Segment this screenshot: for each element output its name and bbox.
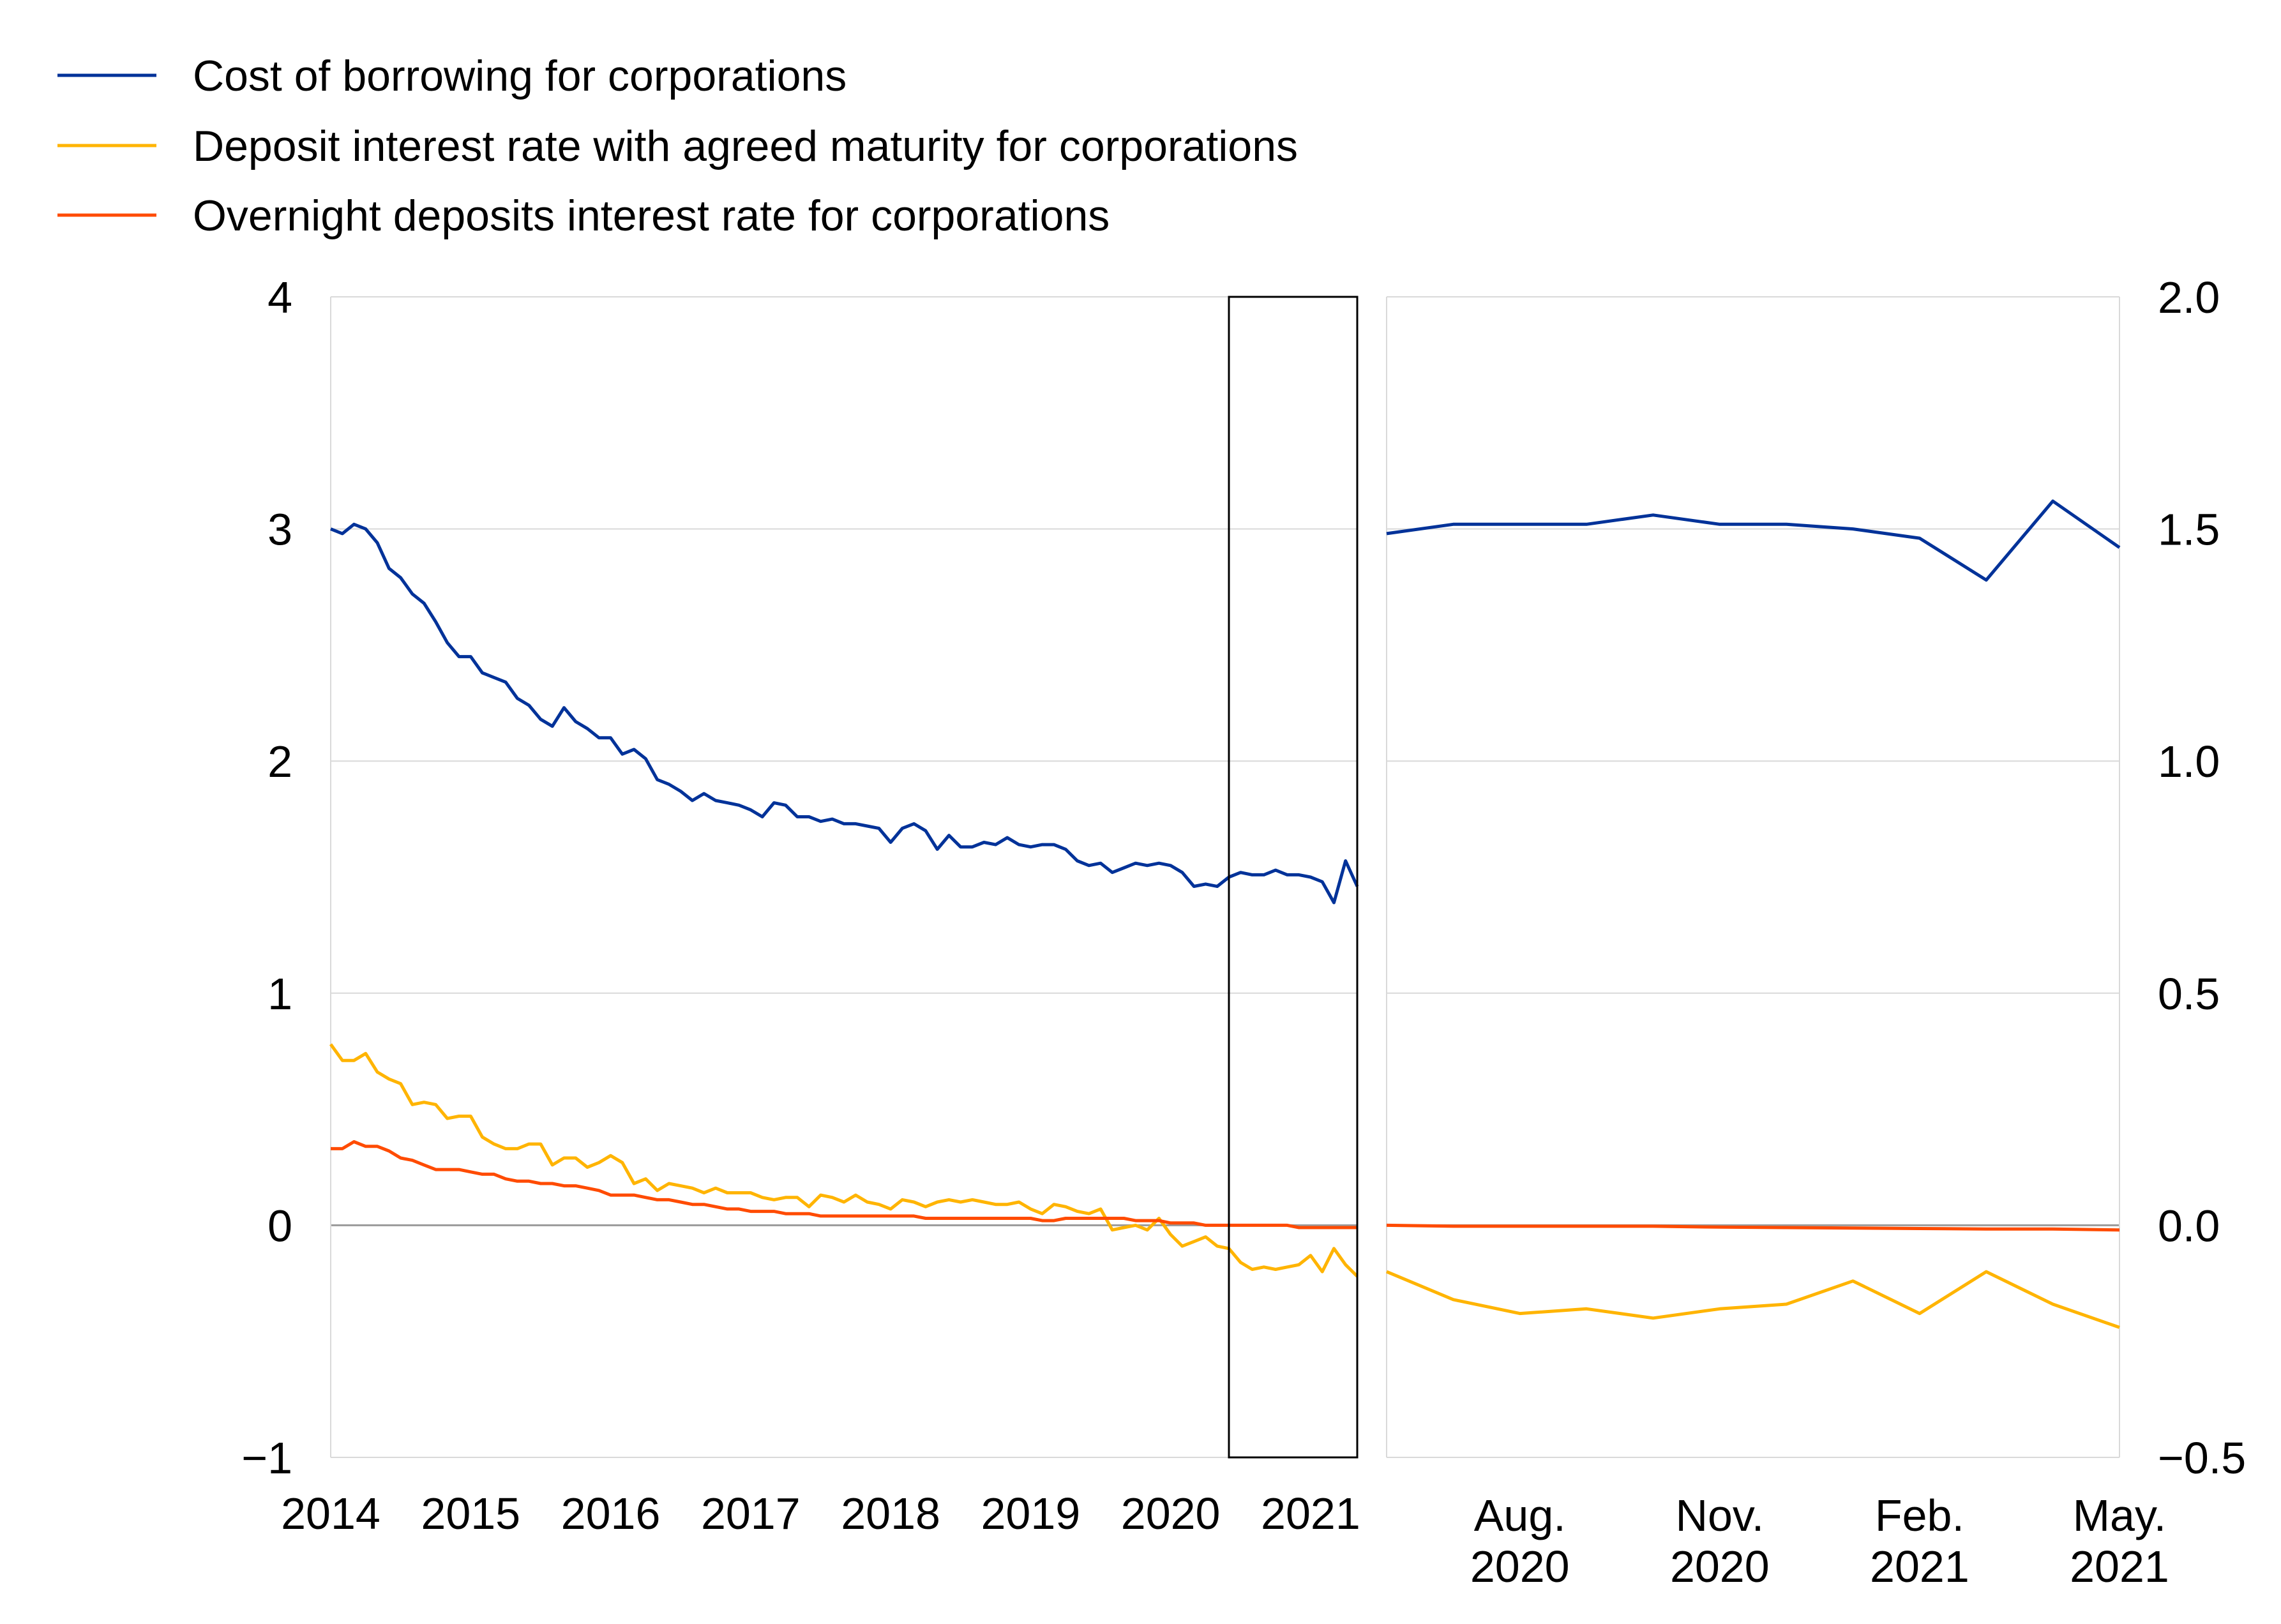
x-tick-label: 2015 [421,1489,520,1538]
y-tick-label: 1 [267,969,292,1019]
x-tick-label: 2018 [841,1489,940,1538]
legend-label-agreed-maturity: Deposit interest rate with agreed maturi… [193,122,1298,170]
series-line [1386,1223,2120,1232]
series-line [329,1043,1359,1278]
y-tick-label: 0 [267,1201,292,1251]
x-tick-label: Feb. [1875,1491,1964,1540]
y-tick-label: 2.0 [2158,273,2220,322]
y-tick-label: 1.0 [2158,737,2220,786]
x-tick-label: Nov. [1675,1491,1764,1540]
y-tick-label: 3 [267,505,292,555]
series-line [1386,499,2121,582]
highlight-box [1228,296,1359,1459]
x-tick-label: 2014 [281,1489,380,1538]
right-panel: 2.01.51.00.50.0−0.5Aug.2020Nov.2020Feb.2… [1386,273,2246,1591]
x-tick-label: 2021 [1870,1542,1969,1591]
x-tick-label: May. [2073,1491,2167,1540]
x-tick-label: 2021 [1261,1489,1360,1538]
series-line [331,1140,1357,1229]
legend-item: Cost of borrowing for corporations [57,52,847,100]
series-line [330,522,1359,905]
x-tick-label: 2019 [981,1489,1080,1538]
x-tick-label: 2020 [1670,1542,1770,1591]
legend-label-overnight: Overnight deposits interest rate for cor… [193,192,1110,240]
y-tick-label: −1 [241,1433,292,1483]
y-tick-label: 1.5 [2158,505,2220,555]
series-line [1386,1270,2120,1329]
legend-item: Overnight deposits interest rate for cor… [57,192,1110,240]
y-tick-label: 0.0 [2158,1201,2220,1251]
x-tick-label: 2020 [1121,1489,1221,1538]
x-tick-label: 2017 [701,1489,801,1538]
y-tick-label: 2 [267,737,292,786]
legend-item: Deposit interest rate with agreed maturi… [57,122,1298,170]
y-tick-label: 4 [267,273,292,322]
y-tick-label: −0.5 [2158,1433,2246,1483]
x-tick-label: Aug. [1474,1491,1566,1540]
x-tick-label: 2021 [2070,1542,2169,1591]
legend: Cost of borrowing for corporations Depos… [57,52,1298,240]
x-tick-label: 2020 [1470,1542,1570,1591]
left-panel: 4 3 2 1 0 −1 2014 2015 2016 2017 2018 2019 2020 2021 [241,273,1360,1538]
x-tick-label: 2016 [561,1489,661,1538]
y-tick-label: 0.5 [2158,969,2220,1019]
legend-label-borrowing: Cost of borrowing for corporations [193,52,847,100]
